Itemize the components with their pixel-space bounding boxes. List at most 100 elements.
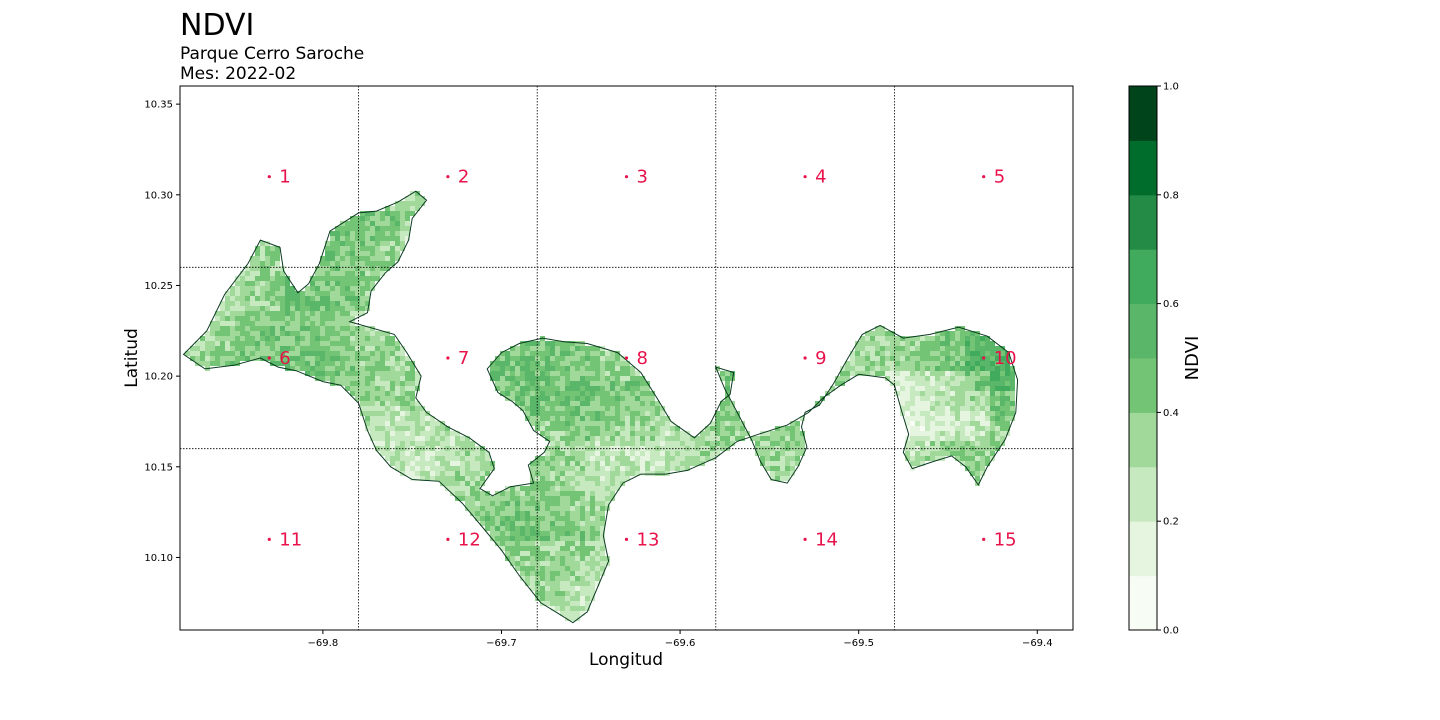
ndvi-pixel xyxy=(405,426,410,431)
ndvi-pixel xyxy=(495,501,500,506)
ndvi-pixel xyxy=(930,406,935,411)
ndvi-pixel xyxy=(865,361,870,366)
ndvi-pixel xyxy=(280,316,285,321)
ndvi-pixel xyxy=(570,486,575,491)
ndvi-pixel xyxy=(940,451,945,456)
ndvi-pixel xyxy=(580,506,585,511)
ndvi-pixel xyxy=(580,451,585,456)
ndvi-pixel xyxy=(995,401,1000,406)
ndvi-pixel xyxy=(485,496,490,501)
ndvi-pixel xyxy=(975,396,980,401)
ndvi-pixel xyxy=(995,441,1000,446)
ndvi-pixel xyxy=(590,381,595,386)
ndvi-pixel xyxy=(950,396,955,401)
ndvi-pixel xyxy=(360,376,365,381)
ndvi-pixel xyxy=(520,491,525,496)
ndvi-pixel xyxy=(440,471,445,476)
ndvi-pixel xyxy=(375,436,380,441)
ndvi-pixel xyxy=(225,331,230,336)
ndvi-pixel xyxy=(525,566,530,571)
ndvi-pixel xyxy=(500,351,505,356)
ndvi-pixel xyxy=(615,396,620,401)
ndvi-pixel xyxy=(305,306,310,311)
ndvi-pixel xyxy=(945,451,950,456)
ndvi-pixel xyxy=(620,371,625,376)
ndvi-pixel xyxy=(250,351,255,356)
map-subtitle: Parque Cerro Saroche xyxy=(180,44,365,64)
ndvi-pixel xyxy=(370,396,375,401)
ndvi-pixel xyxy=(905,456,910,461)
ndvi-pixel xyxy=(395,426,400,431)
ndvi-pixel xyxy=(780,436,785,441)
ndvi-pixel xyxy=(600,406,605,411)
ndvi-pixel xyxy=(590,521,595,526)
ndvi-pixel xyxy=(385,336,390,341)
ndvi-pixel xyxy=(300,356,305,361)
ndvi-pixel xyxy=(585,601,590,606)
ndvi-pixel xyxy=(210,356,215,361)
ndvi-pixel xyxy=(540,526,545,531)
ndvi-pixel xyxy=(730,431,735,436)
cell-label-15: 15 xyxy=(994,529,1017,550)
ndvi-pixel xyxy=(255,261,260,266)
ndvi-pixel xyxy=(240,316,245,321)
ndvi-pixel xyxy=(625,476,630,481)
ndvi-pixel xyxy=(765,431,770,436)
ndvi-pixel xyxy=(455,491,460,496)
ndvi-pixel xyxy=(220,331,225,336)
ndvi-pixel xyxy=(350,251,355,256)
ndvi-pixel xyxy=(340,256,345,261)
ndvi-pixel xyxy=(995,436,1000,441)
ndvi-pixel xyxy=(590,536,595,541)
ndvi-pixel xyxy=(600,376,605,381)
ndvi-pixel xyxy=(995,396,1000,401)
ndvi-pixel xyxy=(260,281,265,286)
ndvi-pixel xyxy=(945,401,950,406)
ndvi-pixel xyxy=(310,316,315,321)
ndvi-pixel xyxy=(200,346,205,351)
ndvi-pixel xyxy=(400,391,405,396)
ndvi-pixel xyxy=(590,561,595,566)
ndvi-pixel xyxy=(540,501,545,506)
ndvi-pixel xyxy=(605,451,610,456)
ndvi-pixel xyxy=(880,336,885,341)
ndvi-pixel xyxy=(280,351,285,356)
ndvi-pixel xyxy=(900,391,905,396)
ndvi-pixel xyxy=(510,516,515,521)
ndvi-pixel xyxy=(910,376,915,381)
ndvi-pixel xyxy=(435,431,440,436)
ndvi-pixel xyxy=(675,466,680,471)
ndvi-pixel xyxy=(400,386,405,391)
ndvi-pixel xyxy=(585,351,590,356)
ndvi-pixel xyxy=(565,511,570,516)
ndvi-pixel xyxy=(595,516,600,521)
ndvi-pixel xyxy=(550,511,555,516)
ndvi-pixel xyxy=(615,461,620,466)
ndvi-pixel xyxy=(605,426,610,431)
ndvi-pixel xyxy=(555,421,560,426)
ndvi-pixel xyxy=(515,356,520,361)
ndvi-pixel xyxy=(465,476,470,481)
ndvi-pixel xyxy=(430,461,435,466)
ndvi-pixel xyxy=(480,476,485,481)
ndvi-pixel xyxy=(545,581,550,586)
ndvi-pixel xyxy=(235,311,240,316)
cell-marker xyxy=(267,537,271,541)
ndvi-pixel xyxy=(430,416,435,421)
ndvi-pixel xyxy=(585,431,590,436)
ndvi-pixel xyxy=(450,451,455,456)
ndvi-pixel xyxy=(515,516,520,521)
ndvi-pixel xyxy=(465,481,470,486)
ndvi-pixel xyxy=(320,281,325,286)
ndvi-pixel xyxy=(540,426,545,431)
ndvi-pixel xyxy=(895,351,900,356)
ndvi-pixel xyxy=(475,491,480,496)
ndvi-pixel xyxy=(365,426,370,431)
ndvi-pixel xyxy=(385,351,390,356)
ndvi-pixel xyxy=(540,596,545,601)
ndvi-pixel xyxy=(400,431,405,436)
ndvi-pixel xyxy=(290,296,295,301)
ndvi-pixel xyxy=(1000,386,1005,391)
ndvi-pixel xyxy=(970,416,975,421)
ndvi-pixel xyxy=(580,436,585,441)
